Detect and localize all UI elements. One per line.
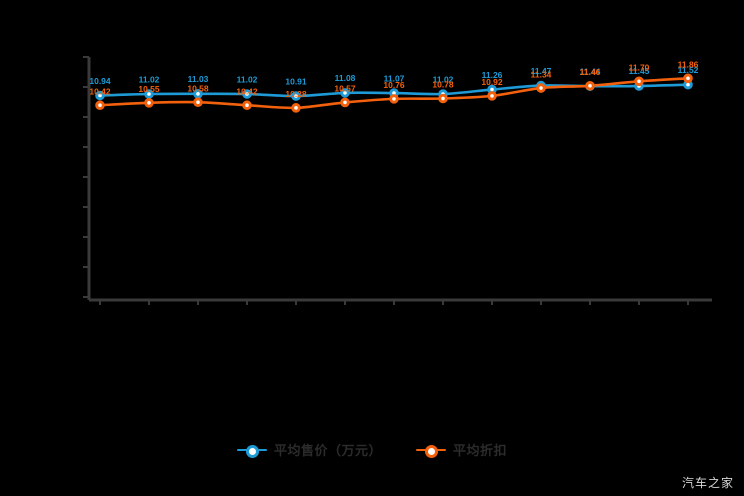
data-label: 10.28 [285, 89, 307, 99]
data-point-marker [585, 80, 595, 91]
data-point-marker [193, 89, 203, 99]
data-label: 10.91 [285, 76, 307, 86]
data-label: 10.57 [334, 84, 356, 94]
legend-label: 平均折扣 [453, 443, 508, 458]
series-data-labels: 10.94 11.02 11.03 11.02 10.91 11.08 11.07 11.02… [89, 65, 698, 86]
data-label: 11.52 [678, 65, 699, 75]
data-label: 11.02 [433, 74, 454, 84]
data-point-marker [340, 88, 350, 98]
data-label: 11.44 [580, 66, 601, 76]
data-point-marker [340, 97, 350, 108]
data-label: 11.70 [629, 63, 650, 73]
data-point-marker [291, 103, 301, 113]
data-point-marker [634, 76, 644, 87]
data-point-marker [242, 100, 252, 111]
data-label: 10.92 [481, 77, 503, 87]
legend-dot-swatch [425, 444, 438, 458]
series-markers [95, 73, 693, 113]
data-label: 11.03 [188, 74, 209, 84]
data-point-marker [487, 91, 497, 101]
data-point-marker [193, 97, 203, 108]
data-label: 10.42 [236, 86, 258, 96]
data-label: 10.76 [383, 80, 405, 90]
data-label: 11.02 [237, 74, 258, 84]
data-point-marker [389, 94, 399, 104]
data-point-marker [291, 91, 301, 101]
legend-label: 平均售价（万元） [273, 443, 382, 458]
data-label: 10.55 [138, 84, 160, 94]
legend-marker-icon [416, 443, 446, 458]
data-label: 11.26 [482, 70, 503, 80]
data-label: 11.45 [629, 66, 650, 76]
data-label: 11.02 [139, 74, 160, 84]
data-label: 10.42 [89, 86, 111, 96]
data-point-marker [144, 89, 154, 99]
data-label: 11.07 [384, 73, 405, 83]
data-point-marker [536, 83, 546, 93]
data-point-marker [683, 73, 693, 84]
legend-item-series-discount[interactable]: 平均折扣 [416, 440, 507, 459]
data-label: 11.86 [678, 60, 699, 70]
data-label: 10.94 [89, 76, 111, 86]
data-label: 10.58 [187, 83, 209, 93]
data-label: 11.08 [335, 73, 356, 83]
chart-legend: 平均售价（万元） 平均折扣 [0, 440, 744, 459]
legend-item-series-price[interactable]: 平均售价（万元） [236, 440, 382, 459]
data-label: 11.34 [531, 69, 552, 79]
data-label: 10.78 [432, 80, 454, 90]
data-point-marker [438, 93, 448, 104]
legend-marker-icon [236, 443, 267, 458]
data-point-marker [144, 97, 154, 108]
data-label: 11.47 [531, 66, 552, 76]
series-data-labels: 10.42 10.55 10.58 10.42 10.28 10.57 10.76 10.78… [89, 60, 698, 100]
watermark-autohome: 汽车之家 [681, 476, 734, 490]
data-label: 11.46 [580, 67, 601, 77]
data-point-marker [242, 89, 252, 99]
legend-dot-swatch [245, 444, 259, 458]
data-point-marker [95, 90, 105, 101]
data-point-marker [95, 100, 105, 111]
